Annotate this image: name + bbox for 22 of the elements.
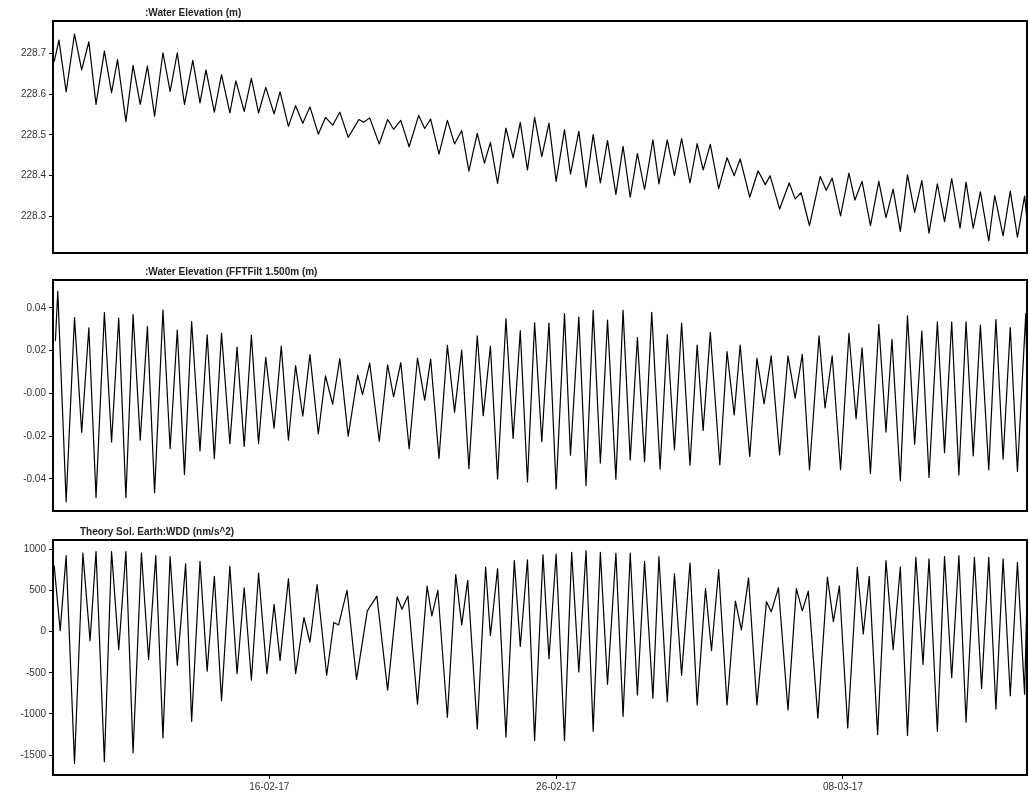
y-tick-label: 1000 bbox=[23, 542, 47, 554]
chart-title: Theory Sol. Earth:WDD (nm/s^2) bbox=[80, 525, 235, 537]
y-tick-label: -1000 bbox=[20, 707, 47, 719]
y-tick-label: 0.02 bbox=[26, 344, 47, 356]
y-tick-label: 500 bbox=[29, 584, 47, 596]
y-tick-label: 228.3 bbox=[20, 210, 47, 222]
y-tick-label: 228.7 bbox=[20, 47, 47, 59]
y-tick-label: -1500 bbox=[20, 748, 47, 760]
y-tick-label: 0.04 bbox=[26, 301, 47, 313]
y-tick-label: -0.00 bbox=[23, 387, 47, 399]
x-tick-label: 08-03-17 bbox=[822, 780, 864, 792]
chart-title: :Water Elevation (m) bbox=[145, 6, 242, 18]
x-tick-label: 26-02-17 bbox=[536, 780, 577, 792]
y-tick-label: 228.6 bbox=[20, 88, 47, 100]
chart-title: :Water Elevation (FFTFilt 1.500m (m) bbox=[145, 265, 318, 277]
y-tick-label: 228.4 bbox=[20, 169, 47, 181]
y-tick-label: -0.04 bbox=[23, 472, 47, 484]
x-tick-label: 16-02-17 bbox=[249, 780, 290, 792]
y-tick-label: -500 bbox=[25, 666, 47, 678]
y-tick-label: 0 bbox=[40, 625, 47, 637]
y-tick-label: -0.02 bbox=[23, 429, 47, 441]
y-tick-label: 228.5 bbox=[20, 128, 47, 140]
